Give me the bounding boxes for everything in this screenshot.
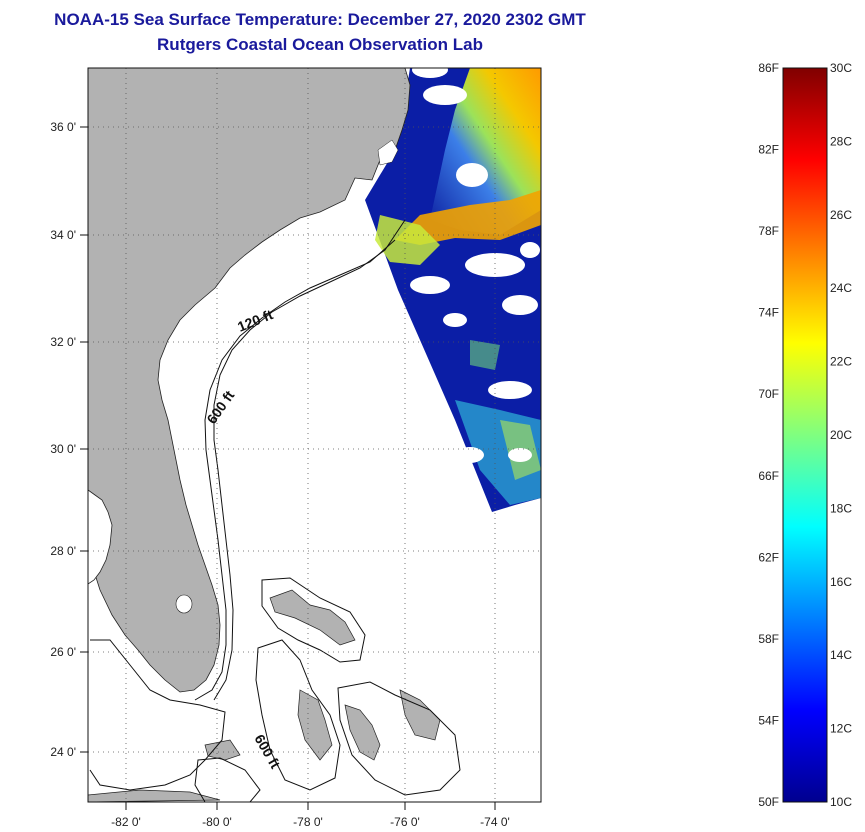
colorbar-fahrenheit-label: 50F xyxy=(758,795,779,809)
colorbar-celsius-label: 28C xyxy=(830,134,852,148)
lat-tick-label: 36 0' xyxy=(50,120,76,134)
map-subtitle: Rutgers Coastal Ocean Observation Lab xyxy=(157,35,483,54)
colorbar-fahrenheit-label: 70F xyxy=(758,387,779,401)
lat-tick-label: 24 0' xyxy=(50,745,76,759)
colorbar-celsius-label: 16C xyxy=(830,575,852,589)
us-mainland xyxy=(88,68,411,693)
temperature-colorbar: 30C 28C 26C 24C 22C 20C 18C 16C 14C 12C 10C 86F 82F 7… xyxy=(758,61,852,809)
lat-tick-label: 28 0' xyxy=(50,544,76,558)
colorbar-fahrenheit-label: 78F xyxy=(758,224,779,238)
colorbar-gradient xyxy=(782,67,828,803)
colorbar-celsius-label: 12C xyxy=(830,722,852,736)
colorbar-celsius-label: 14C xyxy=(830,648,852,662)
bahamas xyxy=(88,589,441,802)
colorbar-celsius-label: 20C xyxy=(830,428,852,442)
sst-swath xyxy=(365,68,541,512)
lat-tick-label: 32 0' xyxy=(50,335,76,349)
colorbar-celsius-label: 18C xyxy=(830,501,852,515)
colorbar-celsius-label: 24C xyxy=(830,281,852,295)
bathymetry-contours xyxy=(89,219,461,802)
tick-marks xyxy=(80,126,496,810)
graticule xyxy=(88,68,541,802)
lon-tick-label: -82 0' xyxy=(111,815,141,829)
pamlico-sound xyxy=(377,139,399,166)
map-title: NOAA-15 Sea Surface Temperature: Decembe… xyxy=(54,10,586,29)
colorbar-fahrenheit-label: 62F xyxy=(758,550,779,564)
colorbar-fahrenheit-label: 66F xyxy=(758,469,779,483)
colorbar-celsius-label: 10C xyxy=(830,795,852,809)
colorbar-fahrenheit-label: 82F xyxy=(758,143,779,157)
map-frame xyxy=(87,67,542,803)
colorbar-celsius-label: 30C xyxy=(830,61,852,75)
lon-tick-label: -74 0' xyxy=(480,815,510,829)
colorbar-fahrenheit-label: 58F xyxy=(758,632,779,646)
sst-map: 120 ft 600 ft 600 ft -82 0' -80 0' -78 0… xyxy=(50,67,542,829)
lon-tick-label: -78 0' xyxy=(293,815,323,829)
colorbar-celsius-label: 22C xyxy=(830,355,852,369)
colorbar-fahrenheit-label: 74F xyxy=(758,306,779,320)
lat-tick-label: 26 0' xyxy=(50,645,76,659)
colorbar-fahrenheit-label: 86F xyxy=(758,61,779,75)
colorbar-celsius-label: 26C xyxy=(830,208,852,222)
colorbar-fahrenheit-label: 54F xyxy=(758,713,779,727)
lon-tick-label: -80 0' xyxy=(202,815,232,829)
lon-tick-label: -76 0' xyxy=(390,815,420,829)
lat-tick-label: 30 0' xyxy=(50,442,76,456)
lat-tick-label: 34 0' xyxy=(50,228,76,242)
lake-okeechobee xyxy=(175,594,193,614)
gulf-coast xyxy=(88,489,113,585)
